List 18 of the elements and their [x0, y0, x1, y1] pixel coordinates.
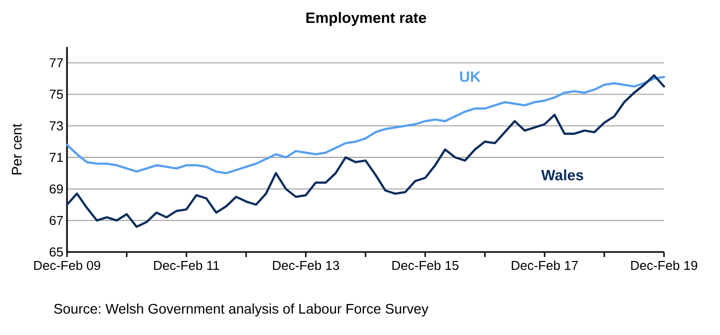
x-tick-label: Dec-Feb 11	[154, 260, 220, 270]
chart-title: Employment rate	[306, 12, 426, 26]
y-axis-title: Per cent	[12, 124, 22, 174]
x-tick-label: Dec-Feb 19	[631, 260, 698, 270]
y-tick-label: 73	[50, 121, 63, 130]
x-tick-label: Dec-Feb 15	[392, 260, 458, 270]
y-tick-label: 71	[50, 152, 63, 162]
x-tick-label: Dec-Feb 13	[273, 260, 340, 270]
y-tick-label: 65	[50, 247, 63, 257]
text: Wales	[541, 169, 584, 180]
y-tick-label: 75	[50, 90, 63, 99]
y-tick-label: 69	[50, 184, 63, 194]
series-label: UK	[460, 72, 481, 82]
source-note: Source: Welsh Government analysis of Labour Force Survey	[54, 303, 428, 316]
y-tick-label: 67	[50, 216, 63, 226]
y-tick-label: 77	[50, 58, 63, 68]
x-tick-label: Dec-Feb 17	[512, 260, 578, 270]
x-tick-label: Dec-Feb 09	[34, 260, 100, 270]
